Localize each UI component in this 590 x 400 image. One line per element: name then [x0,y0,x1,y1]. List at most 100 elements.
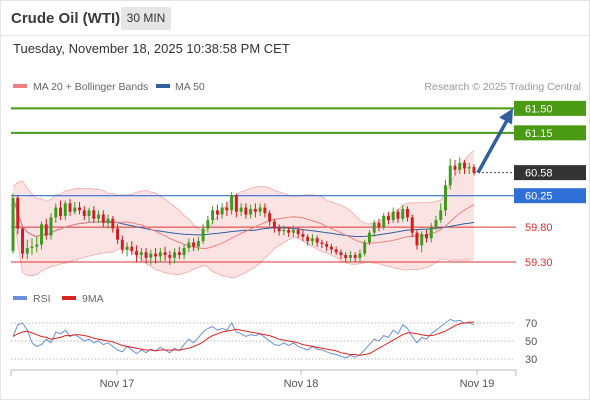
candle-body [82,210,86,216]
level-label: 59.80 [525,222,553,234]
candle-body [139,252,143,256]
candle-body [291,229,295,233]
candle-body [173,252,177,258]
candle-body [97,214,101,219]
ma50-legend-swatch [156,84,170,88]
candle-body [168,255,172,258]
rsi-lines [12,318,475,359]
candle-body [377,222,381,228]
candle-body [49,217,53,236]
candle-body [230,194,234,211]
candle-body [40,224,43,245]
candle-body [401,208,405,219]
candle-body [263,207,267,214]
candle-body [405,208,409,218]
candle-body [282,229,286,232]
ma50-legend-label: MA 50 [175,81,205,93]
candle-body [92,210,96,219]
candle-body [315,238,319,243]
level-tag-label: 60.58 [525,168,553,180]
pivot-price-tag [514,188,586,204]
candle-body [158,252,162,257]
candle-body [463,162,466,169]
bollinger-upper-line [12,150,475,233]
candle-body [163,252,167,256]
candle-body [154,253,158,257]
instrument-title: Crude Oil (WTI) [11,10,121,27]
candle-body [358,253,362,258]
candle-body [135,250,139,256]
candle-body [144,252,148,258]
candle-body [272,221,276,229]
candle-body [382,215,386,228]
candle-body [277,228,281,232]
candle-body [425,234,428,239]
candle-body [329,246,333,250]
datetime-label: Tuesday, November 18, 2025 10:38:58 PM C… [13,41,290,56]
candle-body [101,214,105,223]
candle-body [187,242,191,249]
timeframe-button[interactable]: 30 MIN [121,7,171,30]
candle-body [249,208,253,215]
candle-body [348,255,352,258]
candle-body [234,194,238,212]
candle-body [68,203,72,212]
ma9-legend-label: 9MA [82,293,104,305]
candle-body [253,208,257,212]
x-tick-label: Nov 17 [100,378,135,390]
rsi-tick-label: 70 [525,318,537,330]
chart-header: Crude Oil (WTI) 30 MIN [0,0,590,36]
candle-body [196,241,200,247]
target-arrow [476,108,513,174]
candle-body [448,165,452,186]
candle-body [268,213,272,222]
candle-body [44,224,48,236]
candlesticks [11,157,476,265]
candle-body [78,207,82,211]
candle-body [301,234,305,237]
candle-body [458,162,462,170]
candle-body [30,246,34,249]
candle-body [472,167,476,173]
target-arrow-shaft [476,119,509,174]
candle-body [192,242,196,247]
candle-body [211,210,215,221]
header-divider [0,35,590,36]
rsi-legend-label: RSI [33,293,51,305]
candle-body [434,220,438,228]
candle-body [258,207,262,212]
ma20-legend-label: MA 20 + Bollinger Bands [33,81,148,93]
candle-body [325,243,329,247]
candle-body [439,210,443,221]
candle-body [21,228,24,254]
bollinger-bands [12,150,475,279]
candle-body [59,207,62,216]
rsi-legend-swatch [13,296,27,300]
candle-body [125,246,129,250]
candle-body [334,249,338,253]
candle-body [296,229,300,235]
candle-body [353,255,357,258]
x-tick-label: Nov 18 [284,378,319,390]
candle-body [87,210,91,216]
ma20-line [12,197,475,250]
rsi-tick-label: 30 [525,354,537,366]
candle-body [372,222,376,233]
level-tag-label: 60.25 [525,191,553,203]
ma9-legend-swatch [62,296,76,300]
level-tags: 61.50 61.15 60.58 60.25 59.80 59.30 [514,100,586,269]
bollinger-fill [13,150,474,278]
candle-body [444,185,447,211]
candle-body [339,252,343,256]
ma20-legend-swatch [13,84,27,88]
candle-body [467,167,471,169]
candle-body [16,197,20,229]
level-tag-label: 61.50 [525,103,553,115]
candle-body [149,253,153,258]
candle-body [220,207,224,215]
candle-body [239,207,243,212]
candle-body [344,255,348,258]
bollinger-lower-line [12,208,475,279]
candle-body [429,227,433,239]
